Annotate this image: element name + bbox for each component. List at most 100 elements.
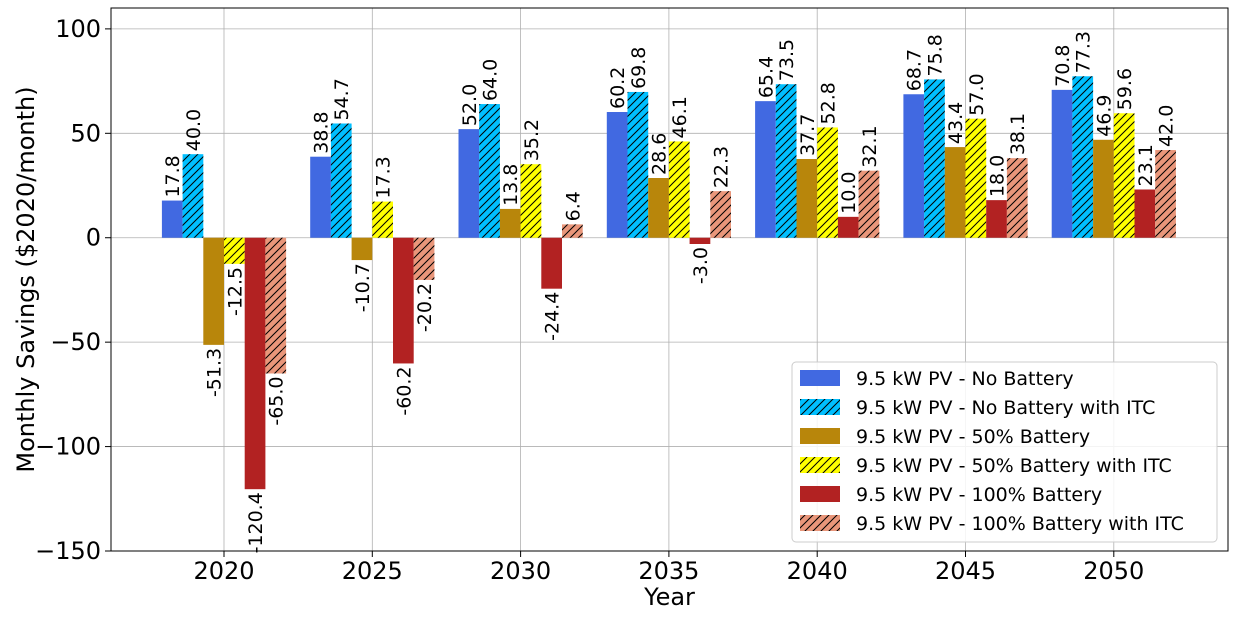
bar-hatch [627,91,649,238]
data-label: 6.4 [562,191,584,221]
bar-hatch [668,141,690,238]
bar [310,156,331,238]
bar [837,216,859,238]
legend-swatch [800,428,840,444]
y-tick-label: −150 [35,537,101,565]
legend-label: 9.5 kW PV - 100% Battery [856,484,1102,506]
data-label: 43.4 [945,102,967,144]
bar-hatch [858,170,880,238]
data-label: 22.3 [711,146,733,188]
data-label: 13.8 [500,164,522,206]
data-label: 38.1 [1007,113,1029,155]
bar-hatch [479,104,500,238]
y-tick-label: 100 [55,15,101,43]
data-label: 54.7 [331,78,353,120]
plot-frame [110,7,1229,552]
x-tick-label: 2020 [193,557,254,585]
data-label: 37.7 [797,114,819,156]
bar [755,101,776,238]
data-label: 60.2 [607,67,629,109]
legend-label: 9.5 kW PV - No Battery with ITC [856,397,1155,419]
legend-swatch [800,370,840,386]
bar [458,129,480,238]
data-label: 17.3 [373,156,395,198]
data-label: 18.0 [987,155,1009,197]
bar [1134,189,1156,238]
bar [944,147,966,238]
x-tick-label: 2040 [787,557,848,585]
data-label: 75.8 [924,34,946,76]
data-label: -24.4 [542,292,564,341]
bar-hatch [330,123,352,238]
bar-hatch [775,84,797,238]
bar-hatch [182,154,204,238]
bar [244,237,266,490]
bar-hatch [924,79,945,238]
data-label: 40.0 [183,109,205,151]
x-tick-label: 2030 [490,557,551,585]
data-label: 57.0 [966,73,988,115]
bar-hatch [1113,113,1135,238]
bars [161,76,1176,490]
data-label: 32.1 [859,125,881,167]
bar [796,158,818,238]
bar-hatch [965,118,987,238]
legend-swatch-hatch [800,457,840,473]
legend-label: 9.5 kW PV - 50% Battery [856,426,1090,448]
legend-box [791,361,1218,543]
x-axis-label: Year [643,583,695,611]
data-label: -65.0 [266,376,288,425]
x-tick-label: 2050 [1083,557,1144,585]
legend-swatch-hatch [800,515,840,531]
bar-hatch [265,237,287,374]
bar-hatch [710,191,731,238]
data-label: -51.3 [204,348,226,397]
y-tick-label: 0 [86,224,101,252]
x-tick-label: 2045 [935,557,996,585]
bar [203,237,224,345]
legend-swatch-hatch [800,399,840,415]
bar [351,237,373,261]
data-label: -120.4 [245,492,267,553]
data-label: -3.0 [690,247,712,284]
y-tick-label: 50 [70,119,101,147]
data-label: 59.6 [1114,68,1136,110]
x-tick-label: 2035 [638,557,699,585]
bar [606,112,628,238]
data-label: 73.5 [776,39,798,81]
bar [1093,139,1114,238]
bar [161,200,183,238]
legend-swatch [800,486,840,502]
data-label: 10.0 [838,172,860,214]
data-label: 52.8 [818,82,840,124]
bar-hatch [1006,158,1028,238]
bar-hatch [224,237,245,264]
data-label: 64.0 [480,59,502,101]
y-axis-label: Monthly Savings ($2020/month) [12,86,40,472]
data-label: 28.6 [649,133,671,175]
legend-label: 9.5 kW PV - No Battery [856,368,1074,390]
bar [499,208,521,238]
legend-label: 9.5 kW PV - 100% Battery with ITC [856,513,1184,535]
data-label: -12.5 [224,267,246,316]
data-label: 35.2 [521,119,543,161]
data-label: -20.2 [414,283,436,332]
data-label: 68.7 [904,49,926,91]
data-label: 38.8 [311,111,333,153]
bar-hatch [413,237,435,280]
bar-hatch [817,127,838,238]
y-tick-label: −50 [50,328,101,356]
bar-hatch [520,164,542,238]
legend-label: 9.5 kW PV - 50% Battery with ITC [856,455,1172,477]
bar [903,94,925,238]
bar-hatch [372,201,393,238]
data-label: -10.7 [352,263,374,312]
bar-hatch [1155,150,1176,238]
data-labels: 17.8 38.8 52.0 60.2 65.4 68.7 70.8 40.0 54.7 64.0… [162,31,1177,553]
bar [689,237,711,244]
data-label: 17.8 [162,155,184,197]
bar [648,178,669,238]
bar [1051,89,1073,238]
data-label: 65.4 [755,56,777,98]
